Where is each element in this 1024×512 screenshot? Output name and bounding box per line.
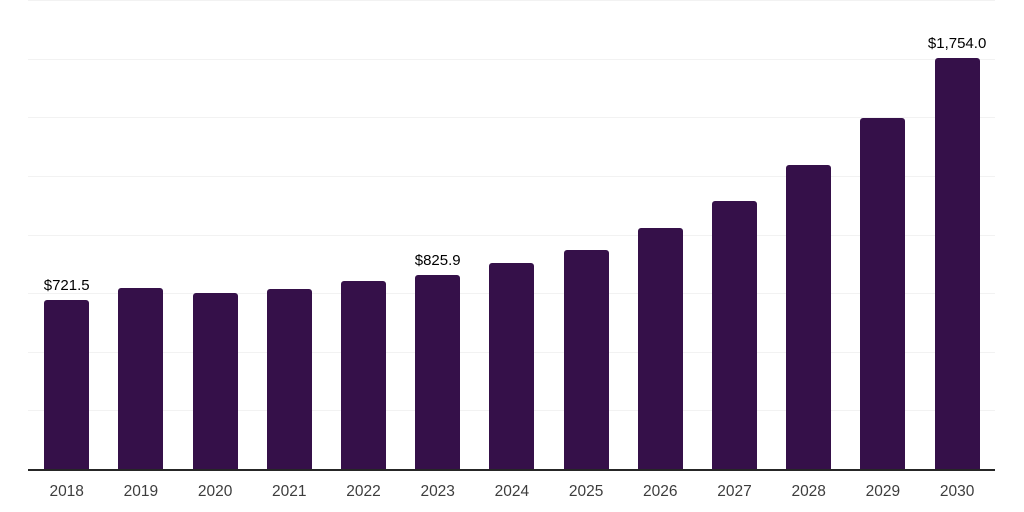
x-tick-label: 2020 [197, 483, 233, 500]
gridline [28, 117, 995, 119]
x-tick-label: 2029 [865, 483, 901, 500]
x-tick-label: 2027 [717, 483, 752, 500]
bar-value-label: $721.5 [43, 276, 90, 294]
gridline [28, 0, 995, 1]
x-tick-label: 2022 [346, 483, 381, 500]
x-tick-label: 2018 [49, 483, 84, 500]
x-tick-label: 2024 [494, 483, 530, 500]
bar-2026 [637, 228, 683, 469]
plot-area: $721.5 2018 2019 2020 2021 2022 $825.9 2023 2024… [28, 0, 995, 500]
x-tick-label: 2019 [123, 483, 159, 500]
bar-2025 [563, 249, 609, 469]
bar-2028 [786, 165, 832, 469]
x-tick-label: 2025 [568, 483, 604, 500]
bar-2019 [118, 287, 164, 469]
bar-2020 [192, 293, 238, 469]
x-tick-label: 2028 [791, 483, 826, 500]
bar-2029 [860, 118, 906, 469]
x-tick-label: 2023 [420, 483, 455, 500]
bar-2027 [712, 200, 757, 469]
bar-2024 [489, 263, 535, 469]
bar-value-label: $825.9 [414, 252, 461, 270]
gridline [28, 175, 995, 177]
gridline [28, 58, 995, 60]
bar-2023 [415, 275, 461, 469]
bar-2030 [934, 57, 980, 469]
bar-2018 [44, 299, 90, 469]
bar-2021 [266, 288, 312, 469]
gridline [28, 234, 995, 236]
bar-2022 [341, 281, 386, 469]
x-tick-label: 2021 [272, 483, 307, 500]
bar-value-label: $1,754.0 [927, 34, 987, 52]
x-tick-label: 2030 [939, 483, 975, 500]
x-tick-label: 2026 [643, 483, 678, 500]
